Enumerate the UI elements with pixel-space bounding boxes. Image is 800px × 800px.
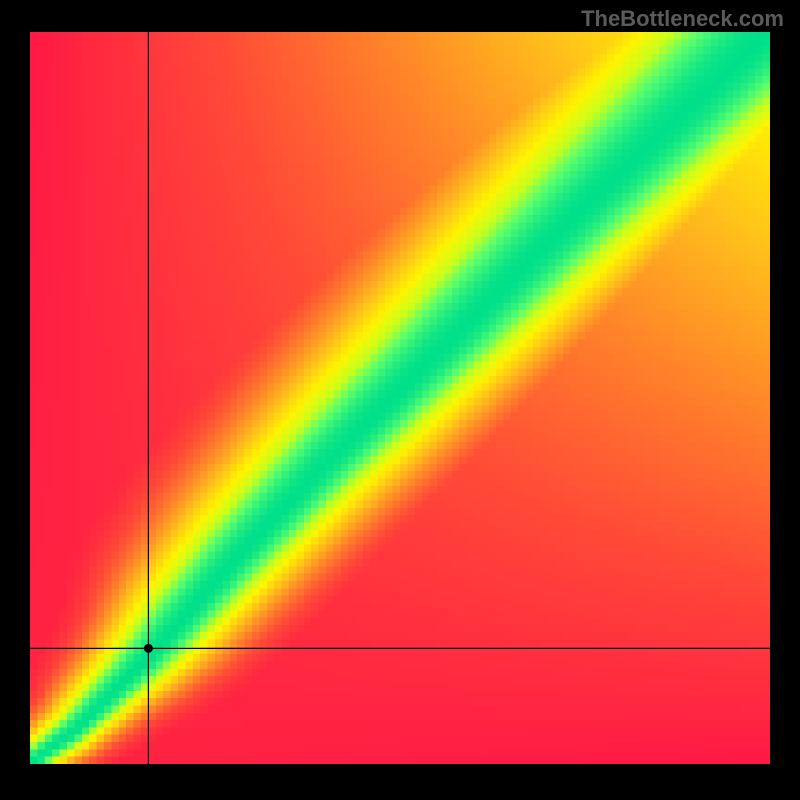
chart-container: TheBottleneck.com bbox=[0, 0, 800, 800]
watermark-text: TheBottleneck.com bbox=[581, 6, 784, 32]
bottleneck-heatmap bbox=[30, 32, 770, 764]
